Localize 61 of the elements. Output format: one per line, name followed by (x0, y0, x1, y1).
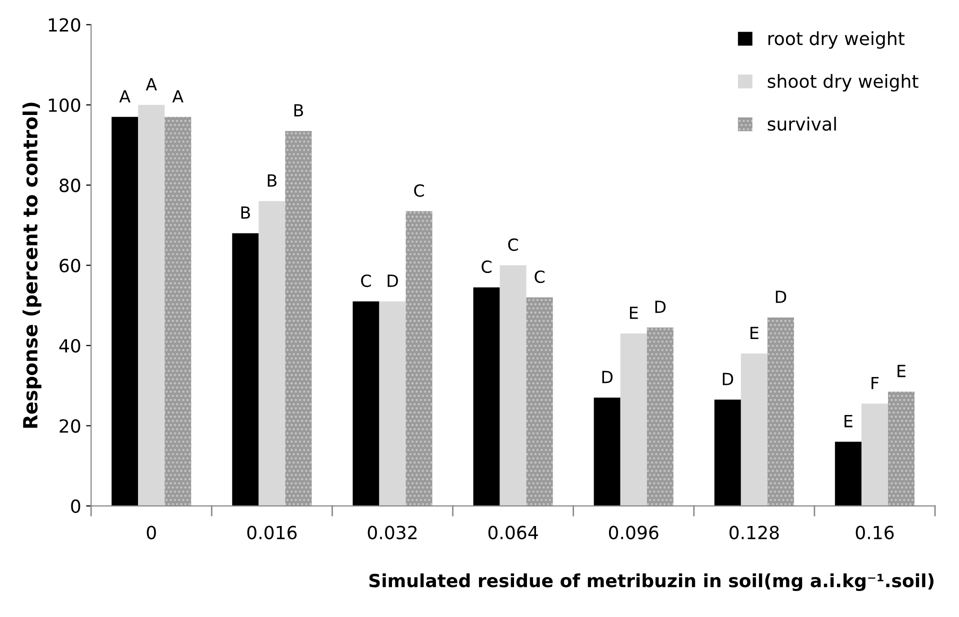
bar (406, 211, 432, 506)
bar (834, 442, 862, 506)
legend-label: survival (768, 116, 836, 131)
x-tick-label: 0.16 (856, 526, 894, 540)
data-label: A (146, 78, 157, 90)
legend-label: root dry weight (768, 31, 905, 49)
y-tick-label: 100 (48, 98, 80, 112)
data-label: A (172, 90, 184, 102)
bar (473, 287, 500, 506)
data-label: D (722, 372, 734, 386)
y-axis-title: Response (percent to control) (22, 102, 42, 428)
bar (714, 400, 741, 506)
bar (620, 333, 647, 506)
y-tick-label: 0 (71, 499, 80, 514)
data-label: C (482, 260, 492, 274)
data-label: F (872, 376, 879, 390)
bar (258, 201, 286, 506)
x-tick-label: 0.064 (488, 526, 538, 540)
bar (646, 327, 674, 506)
bar (352, 301, 380, 506)
data-label: E (844, 415, 852, 428)
data-label: E (898, 364, 906, 378)
data-label: E (630, 306, 638, 319)
bar (888, 392, 915, 506)
bar (164, 116, 192, 506)
data-label: C (414, 184, 424, 197)
x-tick-label: 0.096 (608, 526, 658, 540)
x-tick-label: 0.032 (368, 526, 417, 540)
data-label: C (361, 274, 371, 288)
data-label: C (508, 238, 518, 251)
y-tick-label: 80 (60, 178, 80, 192)
y-tick-label: 20 (60, 419, 80, 433)
bar (594, 398, 620, 506)
data-label: D (602, 370, 613, 384)
y-tick-label: 120 (48, 18, 80, 32)
legend-label: shoot dry weight (768, 74, 918, 92)
data-label: B (241, 206, 250, 219)
bar (861, 404, 888, 506)
data-label: D (776, 290, 786, 303)
y-tick-label: 40 (59, 338, 80, 353)
x-tick-label: 0.016 (247, 526, 297, 540)
bar (740, 354, 768, 506)
data-label: B (268, 174, 276, 187)
data-label: D (655, 300, 666, 313)
bar (767, 317, 794, 506)
bar (138, 104, 165, 506)
bar (285, 130, 312, 506)
bar (232, 233, 259, 506)
bar (526, 297, 553, 506)
data-label: A (119, 90, 130, 102)
bar (112, 116, 138, 506)
data-label: C (534, 270, 545, 284)
data-label: E (750, 326, 758, 339)
data-label: D (388, 274, 398, 287)
x-tick-label: 0.128 (730, 526, 779, 540)
y-tick-label: 60 (60, 258, 80, 272)
bar (500, 265, 526, 506)
x-tick-label: 0 (146, 526, 156, 540)
data-label: B (294, 104, 304, 116)
bar (379, 301, 406, 506)
x-axis-title: Simulated residue of metribuzin in soil(mg a.i.kg⁻¹.soil) (369, 573, 934, 592)
